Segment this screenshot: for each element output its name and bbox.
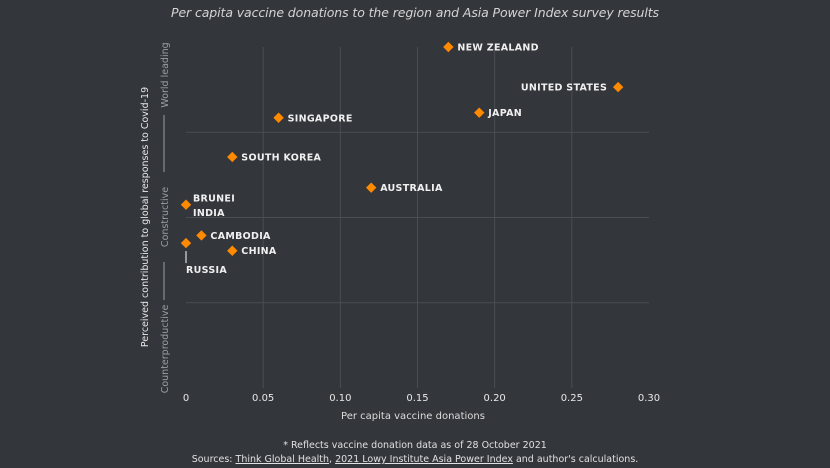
data-point-marker bbox=[474, 107, 485, 118]
footnote-sources: Sources: Think Global Health, 2021 Lowy … bbox=[0, 454, 830, 465]
footnote-note: * Reflects vaccine donation data as of 2… bbox=[283, 440, 547, 451]
data-point-marker bbox=[180, 237, 192, 249]
y-category-label: Constructive bbox=[160, 187, 171, 247]
data-point-label: UNITED STATES bbox=[521, 83, 607, 94]
x-tick-label: 0.10 bbox=[329, 393, 351, 404]
sources-prefix: Sources: bbox=[191, 454, 236, 465]
data-point-label: CHINA bbox=[241, 246, 277, 257]
x-tick-label: 0.05 bbox=[252, 393, 274, 404]
x-tick-label: 0.25 bbox=[561, 393, 583, 404]
data-point-marker bbox=[612, 81, 624, 93]
x-tick-label: 0.30 bbox=[638, 393, 660, 404]
y-category-label: World leading bbox=[160, 42, 171, 107]
data-point-marker bbox=[366, 182, 377, 193]
y-axis-label: Perceived contribution to global respons… bbox=[140, 87, 151, 347]
data-point-label: SOUTH KOREA bbox=[241, 152, 321, 163]
x-tick-label: 0.15 bbox=[406, 393, 428, 404]
data-point-marker bbox=[273, 112, 284, 123]
data-point-marker bbox=[180, 199, 192, 210]
data-point-label: JAPAN bbox=[487, 108, 522, 119]
x-tick-label: 0 bbox=[183, 393, 189, 404]
data-point-label: INDIA bbox=[193, 208, 225, 219]
data-point-label: CAMBODIA bbox=[210, 231, 271, 242]
x-axis-label: Per capita vaccine donations bbox=[341, 411, 485, 422]
sources-suffix: and author's calculations. bbox=[512, 454, 639, 465]
scatter-chart: 0 0.05 0.10 0.15 0.20 0.25 0.30 Per capita vacc… bbox=[140, 41, 660, 422]
data-point-marker bbox=[227, 245, 238, 256]
data-point-label: NEW ZEALAND bbox=[457, 43, 539, 54]
data-point-label: RUSSIA bbox=[186, 265, 227, 276]
source-link-think-global-health[interactable]: Think Global Health bbox=[235, 454, 330, 465]
sources-separator: , bbox=[329, 454, 336, 465]
data-point-label: SINGAPORE bbox=[288, 113, 353, 124]
x-tick-label: 0.20 bbox=[484, 393, 506, 404]
source-link-lowy-institute[interactable]: 2021 Lowy Institute Asia Power Index bbox=[335, 454, 513, 465]
data-point-label: AUSTRALIA bbox=[380, 183, 443, 194]
chart-title: Per capita vaccine donations to the regi… bbox=[171, 5, 659, 20]
y-category-label: Counterproductive bbox=[160, 305, 171, 394]
data-point-marker bbox=[443, 41, 454, 53]
data-point-marker bbox=[196, 230, 207, 241]
data-point-label: BRUNEI bbox=[193, 194, 235, 205]
data-point-marker bbox=[227, 151, 238, 163]
